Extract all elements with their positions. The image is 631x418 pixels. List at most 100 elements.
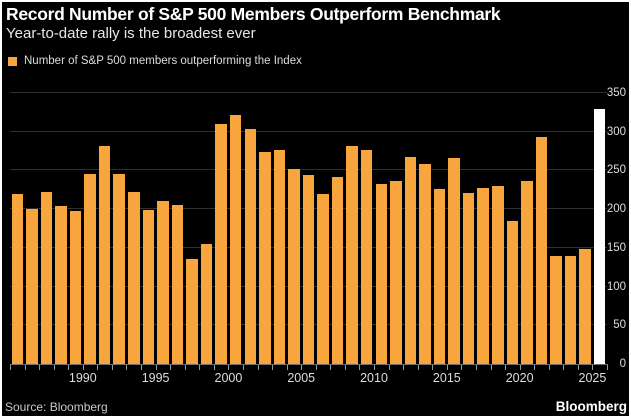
- x-axis-label-2025: 2025: [578, 371, 607, 385]
- bar-2015: [448, 158, 460, 364]
- x-tick: [53, 365, 55, 370]
- bar-2013: [419, 164, 431, 364]
- x-tick: [563, 365, 565, 370]
- x-axis-label-2020: 2020: [505, 371, 534, 385]
- x-tick: [97, 365, 99, 370]
- bar-2014: [433, 189, 446, 364]
- x-tick: [301, 365, 303, 370]
- x-tick: [344, 365, 346, 370]
- x-tick: [141, 365, 143, 370]
- x-axis-label-2005: 2005: [287, 371, 316, 385]
- x-tick: [505, 365, 507, 370]
- x-tick: [315, 365, 317, 370]
- y-axis-label-250: 250: [606, 164, 626, 177]
- bar-2021: [535, 137, 548, 364]
- y-axis-label-150: 150: [606, 241, 626, 254]
- x-tick: [213, 365, 215, 370]
- bar-1989: [69, 210, 82, 364]
- x-tick: [82, 365, 84, 370]
- gridline-300: [10, 130, 607, 132]
- x-tick: [388, 365, 390, 370]
- bar-2005: [302, 175, 315, 364]
- bar-2019: [506, 220, 519, 364]
- bar-2022: [550, 255, 562, 364]
- x-tick: [242, 365, 244, 370]
- x-axis-label-2000: 2000: [214, 371, 243, 385]
- bar-2024: [579, 249, 591, 364]
- bar-2012: [404, 157, 417, 364]
- x-tick: [475, 365, 477, 370]
- bar-1996: [171, 204, 184, 364]
- bar-1987: [40, 192, 53, 364]
- bar-2009: [360, 149, 373, 364]
- bar-2000: [229, 114, 242, 364]
- bar-1985: [11, 193, 24, 364]
- x-tick: [199, 365, 201, 370]
- x-tick: [257, 365, 259, 370]
- x-tick: [170, 365, 172, 370]
- bar-2020: [521, 181, 533, 364]
- x-tick: [490, 365, 492, 370]
- plot-area: [10, 87, 607, 364]
- bar-2006: [317, 194, 329, 364]
- bar-1998: [200, 244, 213, 364]
- x-tick: [403, 365, 405, 370]
- x-tick: [534, 365, 536, 370]
- x-tick: [10, 365, 11, 370]
- chart-legend: Number of S&P 500 members outperforming …: [8, 55, 302, 67]
- bar-2025: [593, 108, 606, 364]
- bar-1992: [113, 174, 125, 364]
- gridline-250: [10, 169, 607, 171]
- x-tick: [184, 365, 186, 370]
- x-axis-line: [10, 364, 608, 365]
- bar-2001: [244, 128, 256, 364]
- bar-2016: [462, 192, 475, 364]
- x-tick: [374, 365, 376, 370]
- x-axis-label-1990: 1990: [68, 371, 97, 385]
- y-axis-label-0: 0: [619, 358, 626, 370]
- x-tick: [111, 365, 113, 370]
- x-tick: [592, 365, 594, 370]
- y-axis-label-100: 100: [606, 280, 626, 293]
- y-axis-label-50: 50: [613, 319, 626, 332]
- bar-2018: [492, 185, 504, 364]
- x-axis-label-1995: 1995: [141, 371, 170, 385]
- bar-2023: [564, 255, 577, 364]
- x-tick: [68, 365, 70, 370]
- bar-1990: [84, 174, 96, 364]
- bar-1999: [215, 123, 227, 364]
- bar-2017: [477, 188, 489, 364]
- x-axis-label-2010: 2010: [360, 371, 388, 385]
- x-tick: [461, 365, 463, 370]
- bar-1991: [98, 146, 111, 364]
- x-tick: [446, 365, 448, 370]
- x-tick: [228, 365, 230, 370]
- bar-2004: [288, 168, 300, 364]
- chart-title: Record Number of S&P 500 Members Outperf…: [6, 4, 501, 24]
- bar-2002: [259, 151, 271, 364]
- x-tick: [126, 365, 128, 370]
- gridline-350: [10, 92, 607, 93]
- bar-1986: [26, 209, 38, 364]
- x-tick: [417, 365, 419, 370]
- chart-subtitle: Year-to-date rally is the broadest ever: [6, 25, 256, 42]
- bar-1995: [157, 200, 169, 364]
- x-tick: [272, 365, 274, 370]
- x-tick: [519, 365, 521, 370]
- y-axis-label-300: 300: [606, 125, 626, 138]
- x-tick: [330, 365, 332, 370]
- source-note: Source: Bloomberg: [5, 400, 108, 414]
- x-tick: [432, 365, 434, 370]
- x-tick: [39, 365, 41, 370]
- x-tick: [24, 365, 26, 370]
- bar-2011: [390, 181, 402, 364]
- x-tick: [548, 365, 550, 370]
- x-tick: [607, 365, 608, 370]
- bar-2010: [375, 183, 388, 364]
- x-tick: [286, 365, 288, 370]
- legend-label: Number of S&P 500 members outperforming …: [24, 55, 302, 67]
- y-axis-label-200: 200: [606, 203, 626, 216]
- bloomberg-logo: Bloomberg: [555, 399, 627, 414]
- bar-1997: [186, 259, 198, 364]
